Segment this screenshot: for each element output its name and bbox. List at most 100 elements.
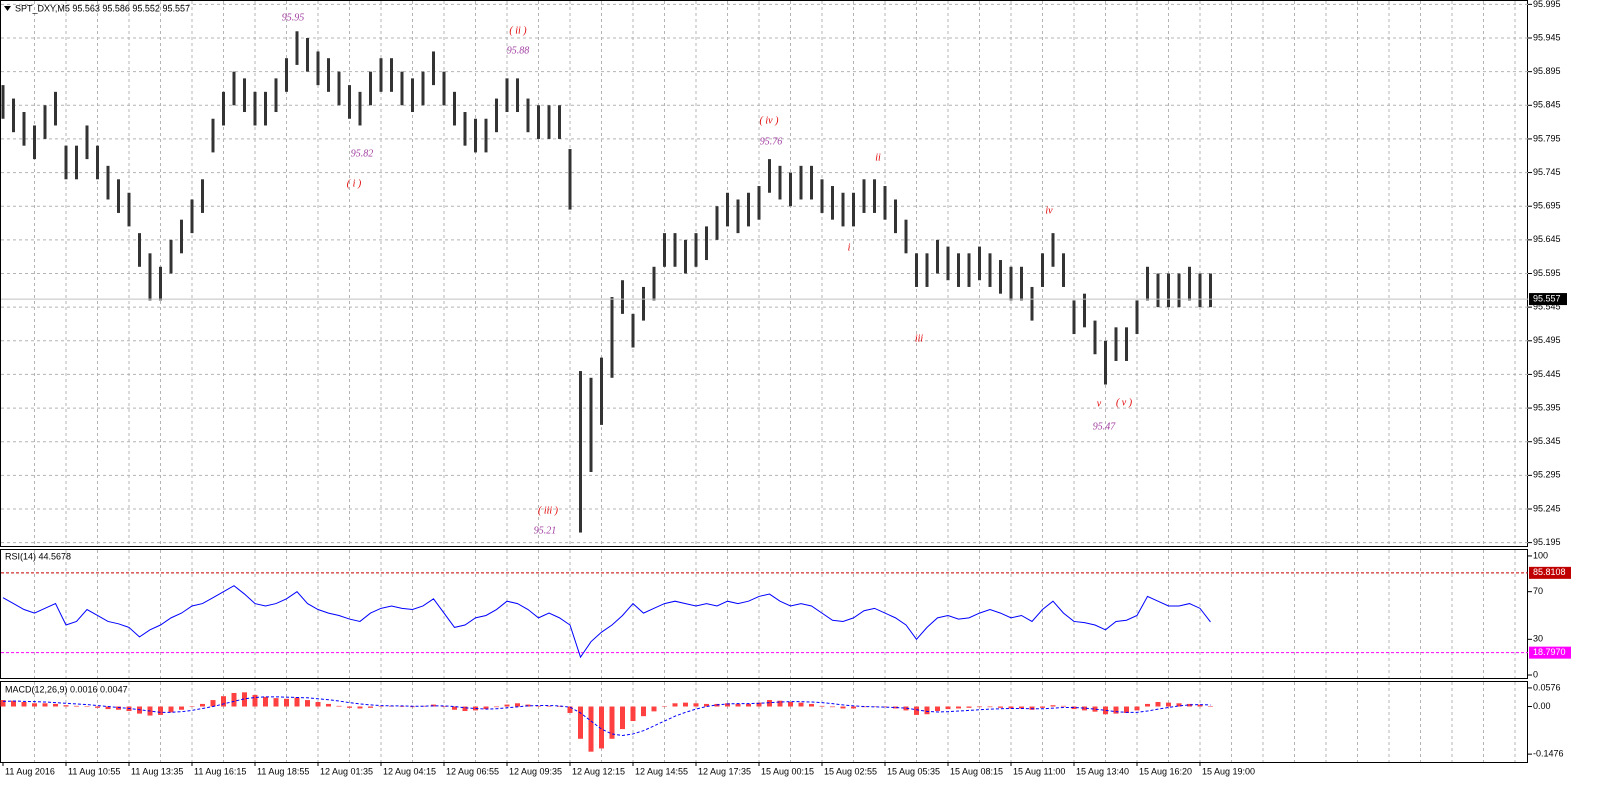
wave-annotation: ( iv ) xyxy=(760,115,780,126)
macd-bar xyxy=(0,700,6,707)
price-bar xyxy=(768,159,771,193)
y-tick-label: 95.245 xyxy=(1533,503,1561,513)
price-bar xyxy=(222,91,225,126)
price-bar xyxy=(558,105,561,139)
price-bar xyxy=(442,71,446,106)
y-tick-label: 0.0576 xyxy=(1533,682,1561,692)
price-bar xyxy=(652,266,656,301)
price-bar xyxy=(673,233,677,267)
y-tick-label: 95.195 xyxy=(1533,537,1561,547)
price-bar xyxy=(1030,286,1034,321)
price-bar xyxy=(190,199,194,234)
price-bar xyxy=(915,253,918,287)
price-bar xyxy=(369,71,372,106)
x-tick-label: 12 Aug 12:15 xyxy=(572,766,625,776)
price-bar xyxy=(589,377,593,472)
macd-bar xyxy=(987,706,993,708)
price-bar xyxy=(736,199,740,234)
price-bar xyxy=(295,31,299,65)
current-price-label: 95.557 xyxy=(1533,293,1561,303)
macd-bar xyxy=(347,706,352,708)
macd-bar xyxy=(662,706,667,708)
macd-bar xyxy=(84,706,90,708)
wave-annotation: 95.76 xyxy=(760,136,783,147)
wave-annotation: ii xyxy=(875,152,881,163)
price-bar xyxy=(421,71,425,106)
price-bar xyxy=(778,165,782,200)
wave-annotation: iii xyxy=(915,333,924,344)
price-bar xyxy=(726,192,729,227)
price-bar xyxy=(936,239,939,274)
macd-bar xyxy=(998,706,1003,708)
price-bar xyxy=(999,260,1002,294)
chart-layer: 11 Aug 2016 11 Aug 10:55 11 Aug 13:35 11 Au… xyxy=(0,0,1571,776)
macd-bar xyxy=(1061,705,1066,707)
price-bar xyxy=(894,199,897,234)
x-tick-label: 15 Aug 11:00 xyxy=(1013,766,1065,776)
macd-bar xyxy=(609,706,615,739)
macd-bar xyxy=(735,703,741,707)
macd-bar xyxy=(441,706,447,708)
wave-annotation: 95.95 xyxy=(282,12,305,23)
macd-bar xyxy=(945,706,951,710)
macd-bar xyxy=(903,706,909,711)
level-label: 85.8108 xyxy=(1533,567,1566,577)
price-bar xyxy=(400,71,404,106)
x-tick-label: 15 Aug 05:35 xyxy=(887,766,940,776)
price-bar xyxy=(201,179,204,213)
price-bar xyxy=(327,58,330,92)
y-tick-label: 95.945 xyxy=(1533,32,1561,42)
price-bar xyxy=(127,192,131,227)
price-bar xyxy=(348,85,351,119)
price-bar xyxy=(988,253,992,287)
price-bar xyxy=(810,165,813,200)
y-tick-label: 0.00 xyxy=(1533,701,1551,711)
macd-bar xyxy=(788,702,793,707)
macd-bar xyxy=(210,700,216,707)
price-bar xyxy=(138,233,141,267)
macd-bar xyxy=(231,692,237,707)
macd-bar xyxy=(273,698,279,707)
macd-bar xyxy=(483,706,489,710)
rsi-panel xyxy=(0,549,1528,679)
x-tick-label: 15 Aug 13:40 xyxy=(1076,766,1129,776)
price-bar xyxy=(337,71,341,106)
wave-annotation: i xyxy=(848,242,851,253)
price-bar xyxy=(1020,266,1023,301)
price-bar xyxy=(694,233,698,267)
macd-bar xyxy=(599,706,604,749)
macd-bar xyxy=(651,706,657,712)
price-bar xyxy=(946,246,950,281)
price-bar xyxy=(1167,273,1170,308)
price-bar xyxy=(904,219,908,254)
macd-bar xyxy=(977,706,982,708)
price-bar xyxy=(285,58,288,92)
price-bar xyxy=(43,105,47,139)
price-bar xyxy=(1083,293,1086,328)
price-bar xyxy=(505,78,509,113)
price-bar xyxy=(1156,273,1160,308)
macd-bar xyxy=(956,706,961,709)
wave-annotation: v xyxy=(1097,398,1102,409)
macd-bar xyxy=(21,702,27,707)
macd-bar xyxy=(168,706,174,713)
macd-bar xyxy=(630,706,636,722)
macd-bar xyxy=(200,703,205,707)
price-bar xyxy=(54,91,57,126)
macd-bar xyxy=(357,706,363,709)
price-bar xyxy=(1209,273,1212,308)
macd-bar xyxy=(935,706,940,712)
macd-bar xyxy=(242,692,247,707)
macd-bar xyxy=(1145,703,1150,707)
y-tick-label: 30 xyxy=(1533,634,1543,644)
macd-bar xyxy=(1134,706,1140,711)
price-bar xyxy=(159,266,162,301)
macd-bar xyxy=(179,706,184,710)
x-tick-label: 15 Aug 19:00 xyxy=(1202,766,1255,776)
macd-bar xyxy=(326,703,331,707)
price-bar xyxy=(75,145,78,180)
price-bar xyxy=(873,179,876,213)
macd-bar xyxy=(53,703,58,707)
level-box xyxy=(1529,646,1571,659)
y-tick-label: 95.845 xyxy=(1533,100,1561,110)
